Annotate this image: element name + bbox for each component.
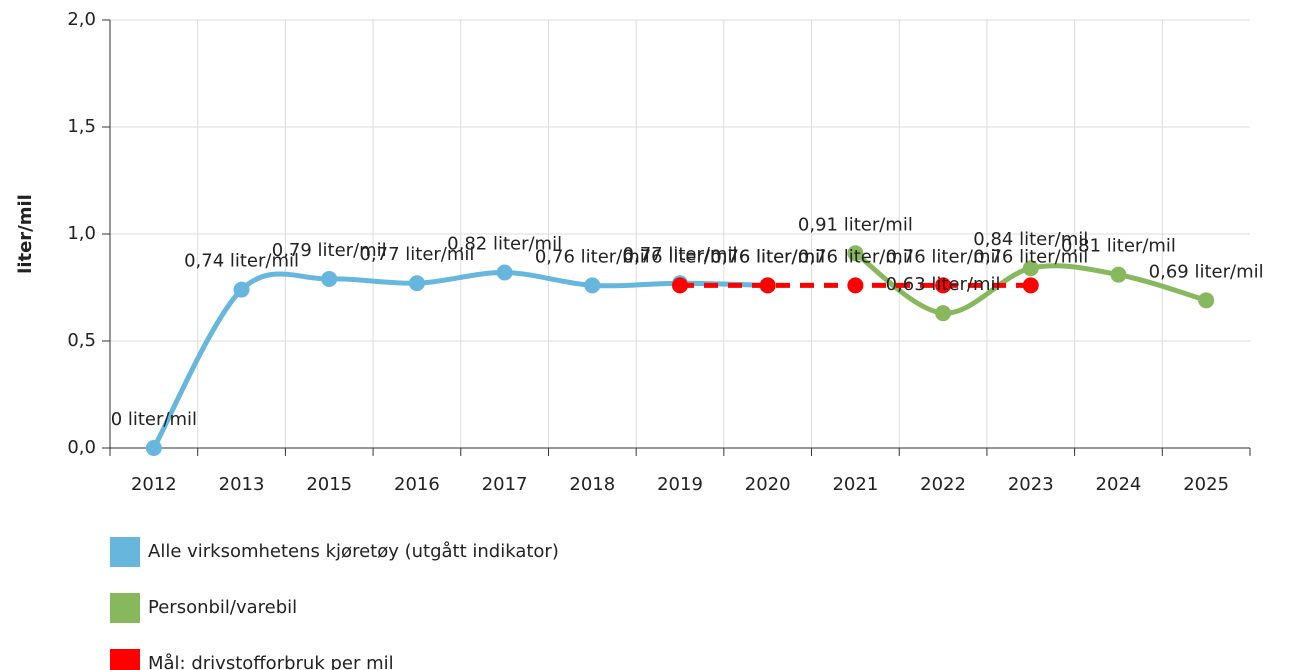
data-point bbox=[584, 277, 601, 294]
data-point bbox=[145, 440, 162, 456]
data-label: 0,63 liter/mil bbox=[886, 274, 1001, 295]
data-label: 0,76 liter/mil bbox=[886, 246, 1001, 267]
y-tick-label: 1,0 bbox=[67, 223, 96, 244]
y-axis-label: liter/mil bbox=[15, 194, 36, 274]
data-point bbox=[1198, 292, 1215, 309]
x-tick-label: 2024 bbox=[1096, 474, 1142, 495]
data-label: 0,84 liter/mil bbox=[973, 229, 1088, 250]
data-point bbox=[321, 270, 338, 287]
data-label: 0,69 liter/mil bbox=[1149, 261, 1264, 282]
data-label: 0,76 liter/mil bbox=[710, 246, 825, 267]
data-label: 0,79 liter/mil bbox=[272, 240, 387, 261]
data-point bbox=[935, 305, 952, 322]
data-point bbox=[1022, 260, 1039, 277]
y-tick-label: 2,0 bbox=[67, 9, 96, 30]
y-tick-label: 0,0 bbox=[67, 437, 96, 458]
data-label: 0,76 liter/mil bbox=[710, 246, 825, 267]
x-tick-label: 2022 bbox=[920, 474, 966, 495]
x-tick-label: 2017 bbox=[482, 474, 528, 495]
y-tick-label: 1,5 bbox=[67, 116, 96, 137]
data-label: 0,74 liter/mil bbox=[184, 251, 299, 272]
data-point bbox=[847, 245, 864, 262]
y-tick-label: 0,5 bbox=[67, 330, 96, 351]
data-label: 0 liter/mil bbox=[111, 409, 197, 430]
legend-swatch bbox=[110, 649, 140, 670]
data-label: 0,82 liter/mil bbox=[447, 234, 562, 255]
legend-swatch bbox=[110, 593, 140, 623]
data-point bbox=[233, 281, 250, 298]
legend-swatch bbox=[110, 537, 140, 567]
x-tick-label: 2019 bbox=[657, 474, 703, 495]
x-tick-label: 2023 bbox=[1008, 474, 1054, 495]
data-point bbox=[496, 264, 513, 281]
data-label: 0,77 liter/mil bbox=[623, 244, 738, 265]
x-tick-label: 2013 bbox=[219, 474, 265, 495]
x-tick-label: 2021 bbox=[832, 474, 878, 495]
data-label: 0,76 liter/mil bbox=[623, 246, 738, 267]
data-point bbox=[1022, 277, 1039, 294]
data-point bbox=[759, 277, 776, 294]
legend-label: Alle virksomhetens kjøretøy (utgått indi… bbox=[148, 541, 559, 562]
legend-label: Personbil/varebil bbox=[148, 597, 297, 618]
x-tick-label: 2012 bbox=[131, 474, 177, 495]
data-label: 0,81 liter/mil bbox=[1061, 236, 1176, 257]
x-tick-label: 2018 bbox=[569, 474, 615, 495]
data-label: 0,76 liter/mil bbox=[798, 246, 913, 267]
data-point bbox=[847, 277, 864, 294]
data-point bbox=[935, 277, 952, 294]
data-label: 0,76 liter/mil bbox=[973, 246, 1088, 267]
data-point bbox=[408, 275, 425, 292]
x-tick-label: 2020 bbox=[745, 474, 791, 495]
data-point bbox=[1110, 266, 1127, 283]
x-tick-label: 2025 bbox=[1183, 474, 1229, 495]
x-tick-label: 2016 bbox=[394, 474, 440, 495]
data-label: 0,91 liter/mil bbox=[798, 214, 913, 235]
data-label: 0,76 liter/mil bbox=[535, 246, 650, 267]
x-tick-label: 2015 bbox=[306, 474, 352, 495]
data-label: 0,77 liter/mil bbox=[359, 244, 474, 265]
legend-label: Mål: drivstofforbruk per mil bbox=[148, 653, 394, 670]
data-point bbox=[672, 277, 688, 294]
